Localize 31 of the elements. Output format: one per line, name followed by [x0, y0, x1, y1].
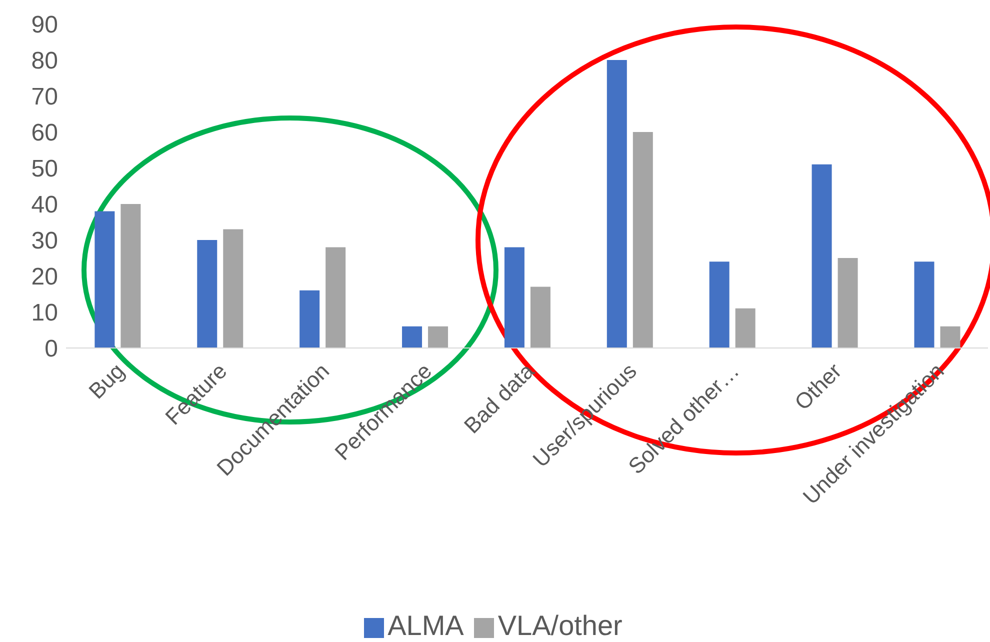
y-tick-label: 60: [31, 120, 58, 147]
y-tick-label: 70: [31, 84, 58, 111]
bar: [428, 326, 448, 348]
bar: [812, 164, 832, 348]
y-tick-label: 50: [31, 156, 58, 183]
bar: [94, 211, 115, 348]
bar: [197, 240, 218, 348]
bar: [504, 247, 524, 348]
y-tick-label: 20: [31, 264, 58, 291]
bar: [223, 229, 244, 348]
bar: [530, 286, 550, 348]
x-tick-label: Bug: [84, 358, 130, 404]
bar: [735, 308, 756, 348]
bar: [300, 290, 320, 348]
y-tick-label: 30: [31, 228, 58, 255]
bar: [940, 326, 960, 348]
bar: [838, 258, 858, 348]
bar: [606, 60, 627, 348]
bar: [326, 247, 346, 348]
bar: [402, 326, 422, 348]
y-tick-label: 10: [31, 300, 58, 327]
y-tick-label: 90: [31, 12, 58, 39]
bar: [914, 262, 934, 348]
bar: [632, 132, 653, 348]
bar: [120, 204, 141, 348]
legend-label: VLA/other: [498, 610, 622, 641]
y-tick-label: 0: [44, 336, 58, 363]
legend-label: ALMA: [388, 610, 464, 641]
y-tick-label: 80: [31, 48, 58, 75]
bar: [709, 262, 730, 348]
y-tick-label: 40: [31, 192, 58, 219]
